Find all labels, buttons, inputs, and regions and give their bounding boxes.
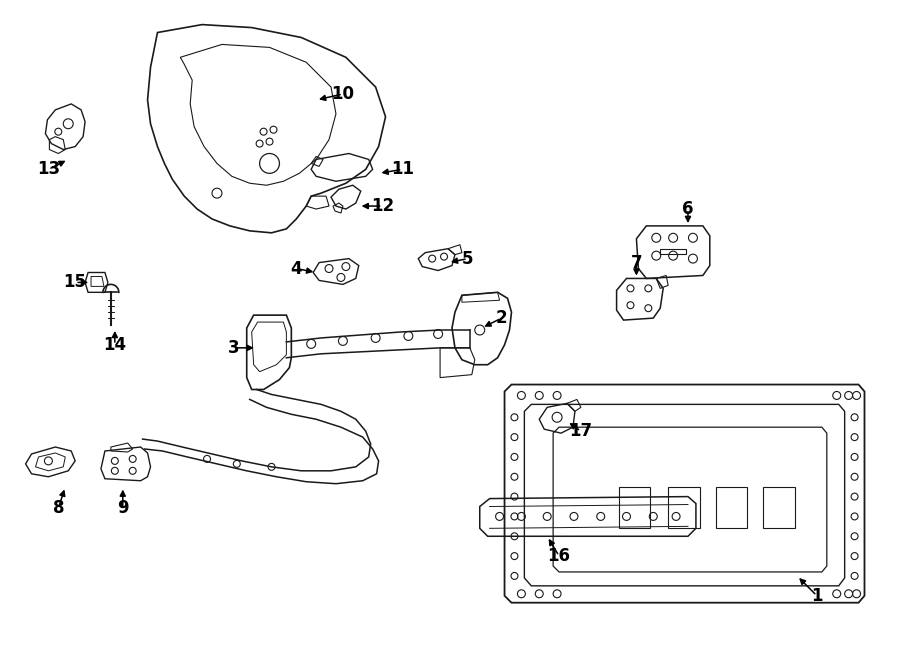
Text: 7: 7 xyxy=(631,254,643,271)
Text: 14: 14 xyxy=(104,336,126,354)
Text: 16: 16 xyxy=(547,547,571,565)
Text: 6: 6 xyxy=(682,200,694,218)
Text: 9: 9 xyxy=(117,500,129,518)
Text: 15: 15 xyxy=(64,273,86,291)
Text: 13: 13 xyxy=(37,160,60,178)
Text: 17: 17 xyxy=(570,422,592,440)
Text: 10: 10 xyxy=(331,85,355,103)
Text: 8: 8 xyxy=(52,500,64,518)
Text: 2: 2 xyxy=(496,309,508,327)
Text: 12: 12 xyxy=(371,197,394,215)
Text: 5: 5 xyxy=(462,250,473,267)
Text: 11: 11 xyxy=(391,160,414,178)
Text: 3: 3 xyxy=(228,339,239,357)
Text: 1: 1 xyxy=(811,587,823,605)
Text: 4: 4 xyxy=(291,260,302,277)
